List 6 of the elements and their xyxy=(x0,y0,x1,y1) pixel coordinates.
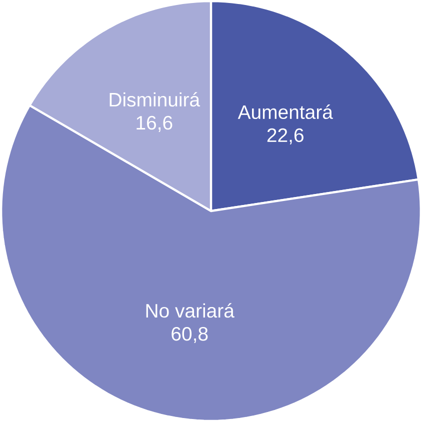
slice-label: No variará xyxy=(146,303,234,318)
data-label: 16,6 xyxy=(136,116,172,132)
data-label: 60,8 xyxy=(172,326,208,344)
data-label: 22,6 xyxy=(267,128,304,144)
slice-label: Disminuirá xyxy=(110,92,200,107)
slice-label: Aumentará xyxy=(238,104,333,120)
